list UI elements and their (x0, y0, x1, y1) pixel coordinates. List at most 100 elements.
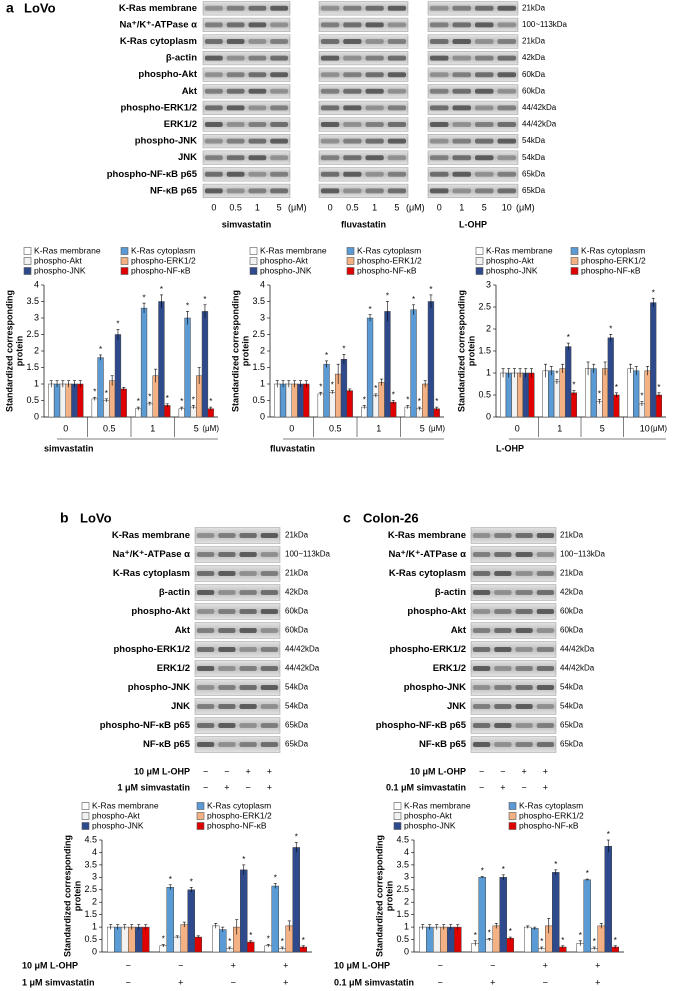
kda-label: 54kDa (560, 702, 584, 711)
blot-band (239, 628, 257, 633)
bar (97, 357, 104, 418)
blot-band (239, 666, 257, 671)
condition-sign: − (178, 960, 183, 970)
blot-strip (470, 698, 557, 715)
bar (511, 372, 518, 418)
x-tick-label: 5 (420, 423, 425, 433)
significance-star: * (609, 324, 612, 333)
kda-label: 42kDa (522, 53, 546, 62)
significance-star: * (142, 293, 145, 302)
blot-band (321, 22, 340, 28)
bar (427, 301, 435, 418)
blot-band (226, 55, 245, 61)
x-tick-label: 0.5 (103, 423, 116, 433)
significance-star: * (319, 382, 322, 391)
blot-band (430, 138, 449, 144)
blot-band (205, 122, 223, 127)
blot-band (536, 723, 554, 728)
blot-label: K-Ras membrane (112, 530, 190, 541)
blot-band (536, 685, 554, 690)
condition-sign: − (479, 782, 484, 792)
bar (142, 926, 150, 953)
blot-band (494, 723, 512, 728)
significance-star: * (509, 927, 512, 936)
blot-band (260, 723, 278, 728)
bar (583, 879, 591, 953)
significance-star: * (190, 877, 193, 886)
blot-band (218, 704, 236, 709)
blot-strip (202, 100, 291, 115)
blot-band (387, 188, 406, 194)
bar (505, 372, 512, 418)
blot-band (452, 72, 471, 78)
blot-strip (427, 51, 519, 66)
bar (140, 307, 148, 418)
blot-band (497, 188, 516, 194)
blot-label: phospho-NF-κB p65 (100, 720, 191, 731)
blot-band (473, 628, 491, 633)
blot-band (260, 552, 278, 557)
blot-band (248, 122, 267, 127)
blot-band (473, 609, 491, 614)
blot-strip (318, 34, 409, 49)
bar (499, 877, 507, 953)
y-tick-label: 2.5 (84, 884, 97, 894)
kda-label: 54kDa (522, 136, 546, 145)
blot-band (226, 22, 245, 28)
blot-band (343, 138, 362, 144)
bar (158, 301, 165, 418)
blot-band (365, 39, 384, 44)
kda-label: 65kDa (522, 169, 546, 178)
blot-band (205, 22, 223, 28)
y-tick-label: 2.5 (26, 329, 39, 339)
significance-star: * (160, 285, 163, 294)
bar (173, 936, 181, 953)
blot-band (270, 155, 288, 161)
bar (650, 302, 657, 418)
blot-band (205, 105, 223, 111)
legend-swatch (120, 247, 129, 255)
blot-strip (427, 1, 519, 16)
blot-band (218, 723, 236, 728)
significance-star: * (162, 935, 165, 944)
blot-label: ERK1/2 (157, 663, 190, 674)
blot-band (497, 122, 516, 127)
dose-label: 0 (211, 202, 216, 212)
significance-star: * (267, 935, 270, 944)
bar (410, 309, 417, 418)
blot-band (387, 171, 406, 177)
bar (53, 383, 61, 418)
blot-band (226, 138, 245, 144)
drug-label: fluvastatin (341, 219, 386, 229)
blot-band (218, 609, 236, 614)
blot-strip (202, 134, 291, 149)
bar (485, 939, 493, 953)
dose-unit: (μM) (406, 202, 425, 212)
condition-sign: + (595, 977, 600, 987)
kda-label: 65kDa (522, 186, 546, 195)
bar (164, 405, 171, 418)
x-tick-label: 1 (376, 423, 381, 433)
legend-label: phospho-NF-κB (581, 265, 641, 275)
blot-band (239, 609, 257, 614)
blot-band (475, 122, 494, 127)
blot-band (226, 122, 245, 127)
blot-band (343, 155, 362, 161)
blot-strip (202, 150, 291, 165)
x-tick-label: 1 (557, 423, 562, 433)
blot-strip (194, 679, 281, 696)
significance-star: * (93, 387, 96, 396)
kda-label: 100~113kDa (285, 550, 331, 559)
blot-band (387, 138, 406, 144)
blot-band (270, 171, 288, 177)
blot-band (536, 552, 554, 557)
blot-band (536, 609, 554, 614)
kda-label: 65kDa (560, 721, 584, 730)
kda-label: 65kDa (285, 740, 309, 749)
blot-band (197, 666, 215, 671)
y-tick-label: 1.5 (84, 909, 97, 919)
blot-band (497, 105, 516, 111)
y-tick-label: 0 (34, 411, 39, 421)
blot-band (473, 647, 491, 652)
dose-label: 0 (328, 202, 333, 212)
